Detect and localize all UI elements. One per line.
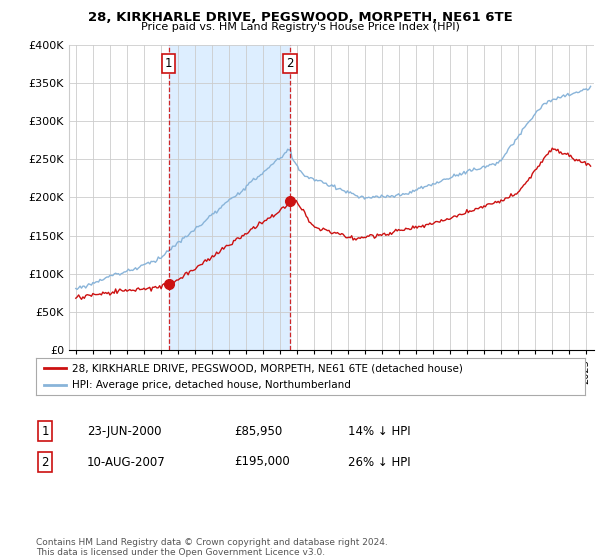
Text: £195,000: £195,000 xyxy=(234,455,290,469)
Text: HPI: Average price, detached house, Northumberland: HPI: Average price, detached house, Nort… xyxy=(71,380,350,390)
Text: 2: 2 xyxy=(286,57,293,71)
Text: 28, KIRKHARLE DRIVE, PEGSWOOD, MORPETH, NE61 6TE: 28, KIRKHARLE DRIVE, PEGSWOOD, MORPETH, … xyxy=(88,11,512,24)
Text: 1: 1 xyxy=(165,57,172,71)
Text: 28, KIRKHARLE DRIVE, PEGSWOOD, MORPETH, NE61 6TE (detached house): 28, KIRKHARLE DRIVE, PEGSWOOD, MORPETH, … xyxy=(71,363,463,373)
Text: Price paid vs. HM Land Registry's House Price Index (HPI): Price paid vs. HM Land Registry's House … xyxy=(140,22,460,32)
Bar xyxy=(169,45,290,350)
Text: 14% ↓ HPI: 14% ↓ HPI xyxy=(348,424,410,438)
Text: 2: 2 xyxy=(41,455,49,469)
Text: Contains HM Land Registry data © Crown copyright and database right 2024.
This d: Contains HM Land Registry data © Crown c… xyxy=(36,538,388,557)
Text: £85,950: £85,950 xyxy=(234,424,282,438)
Text: 26% ↓ HPI: 26% ↓ HPI xyxy=(348,455,410,469)
Text: 10-AUG-2007: 10-AUG-2007 xyxy=(87,455,166,469)
Text: 23-JUN-2000: 23-JUN-2000 xyxy=(87,424,161,438)
Text: 1: 1 xyxy=(41,424,49,438)
